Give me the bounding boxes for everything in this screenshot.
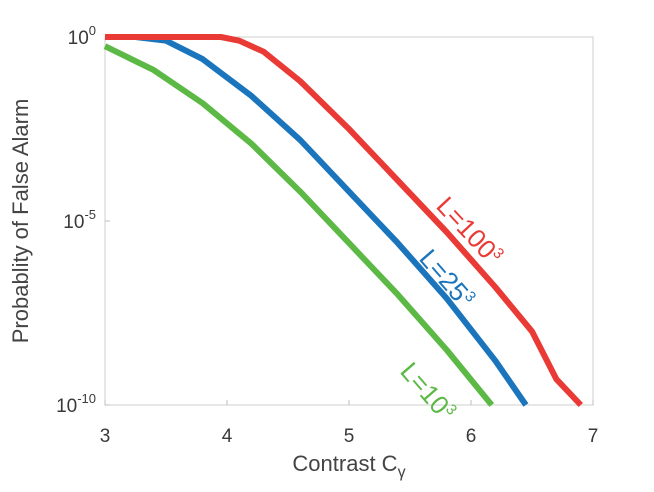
x-axis-label-subscript: γ xyxy=(398,464,406,481)
x-tick-label: 5 xyxy=(344,426,355,447)
y-tick-label: 10-5 xyxy=(63,207,96,233)
x-axis-label: Contrast Cγ xyxy=(292,451,405,481)
plot-frame xyxy=(104,36,594,406)
x-tick-label: 3 xyxy=(100,426,111,447)
y-tick-exponent: 0 xyxy=(89,23,96,38)
series-label-1: L=103 xyxy=(394,356,461,426)
x-tick-label: 7 xyxy=(588,426,599,447)
series-lines xyxy=(103,34,583,408)
x-tick-label: 6 xyxy=(466,426,477,447)
y-axis-label: Probablity of False Alarm xyxy=(8,99,33,344)
y-tick-exponent: -10 xyxy=(77,391,96,406)
y-tick-base: 10 xyxy=(63,212,84,233)
y-tick-base: 10 xyxy=(68,28,89,49)
series-line-3 xyxy=(105,34,583,408)
tick-marks xyxy=(104,36,594,406)
y-tick-base: 10 xyxy=(56,396,77,417)
x-tick-label: 4 xyxy=(222,426,233,447)
y-tick-exponent: -5 xyxy=(84,207,96,222)
y-tick-label: 100 xyxy=(68,23,96,49)
series-line-1 xyxy=(103,43,495,407)
x-tick-labels: 3 4 5 6 7 xyxy=(100,426,599,447)
y-tick-label: 10-10 xyxy=(56,391,96,417)
